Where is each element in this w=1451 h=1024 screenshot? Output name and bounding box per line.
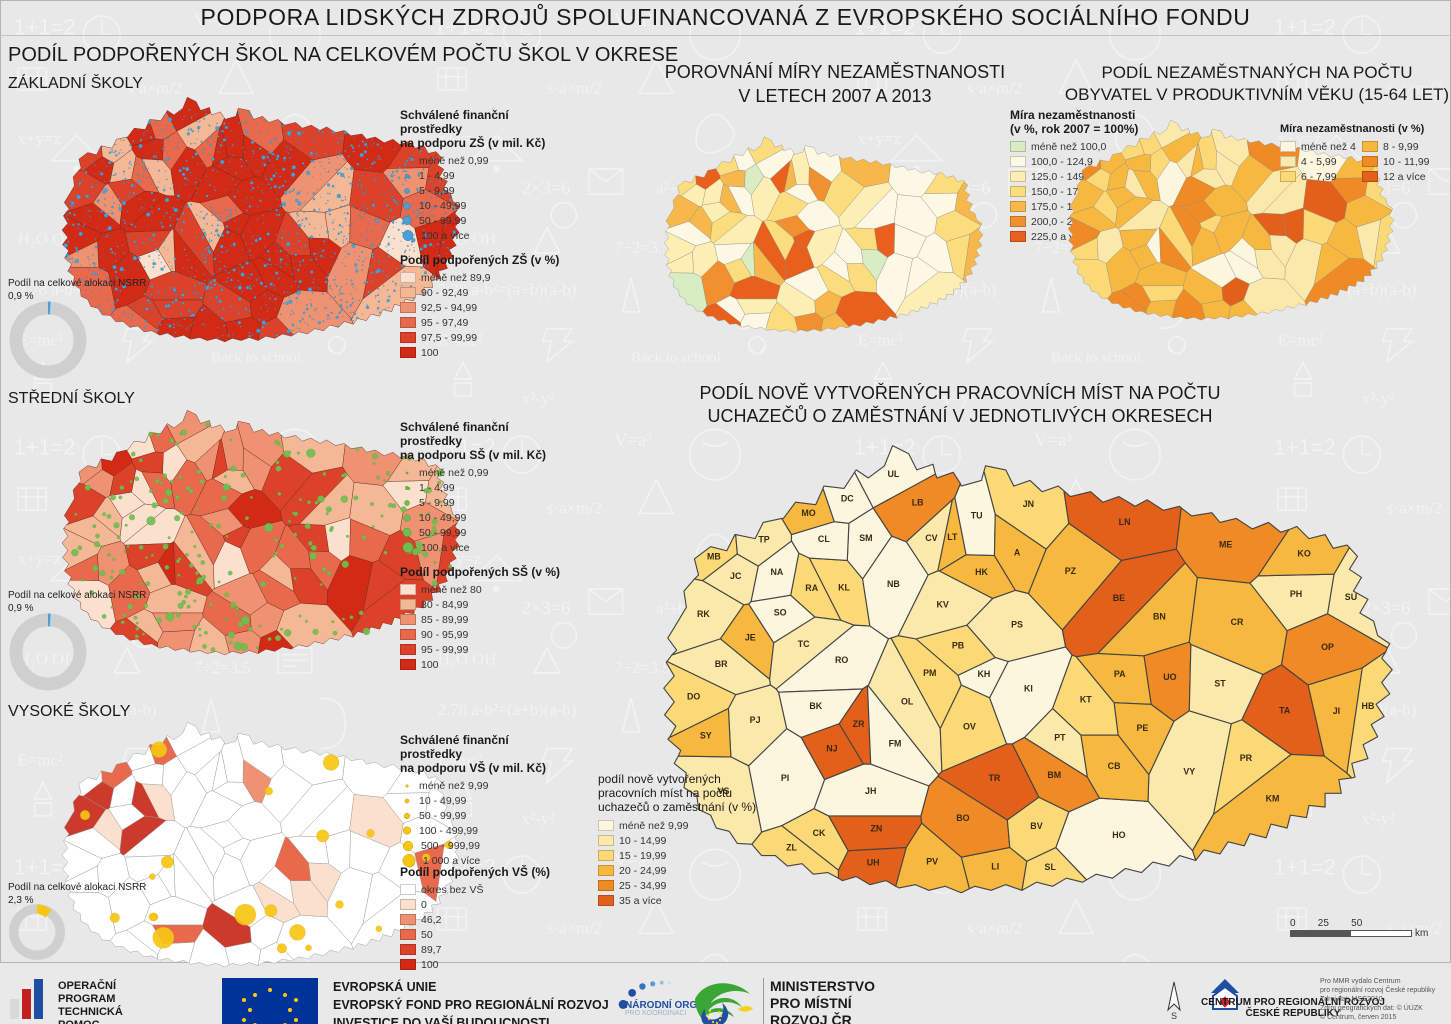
svg-text:PR: PR <box>1240 753 1253 763</box>
svg-text:SO: SO <box>774 607 787 617</box>
svg-text:OL: OL <box>901 696 914 706</box>
svg-text:KL: KL <box>838 582 850 592</box>
svg-text:UL: UL <box>887 469 899 479</box>
svg-text:LN: LN <box>1119 517 1131 527</box>
svg-text:JE: JE <box>745 632 756 642</box>
svg-text:DO: DO <box>687 692 700 702</box>
svg-text:PA: PA <box>1114 669 1126 679</box>
svg-text:PV: PV <box>926 856 938 866</box>
svg-text:TC: TC <box>798 639 810 649</box>
svg-text:ME: ME <box>1219 540 1232 550</box>
svg-text:NA: NA <box>771 567 784 577</box>
svg-text:KM: KM <box>1266 793 1280 803</box>
svg-text:BE: BE <box>1113 593 1125 603</box>
svg-text:CR: CR <box>1231 617 1244 627</box>
svg-text:OV: OV <box>963 721 976 731</box>
svg-text:JH: JH <box>865 786 876 796</box>
svg-text:CB: CB <box>1108 761 1121 771</box>
svg-text:SL: SL <box>1045 862 1057 872</box>
svg-text:PT: PT <box>1054 733 1066 743</box>
svg-text:RO: RO <box>835 655 848 665</box>
svg-text:TP: TP <box>758 535 769 545</box>
svg-text:KT: KT <box>1080 695 1092 705</box>
svg-text:JN: JN <box>1023 499 1034 509</box>
svg-text:S: S <box>1171 1011 1177 1020</box>
svg-text:HK: HK <box>975 567 988 577</box>
svg-text:KH: KH <box>978 669 991 679</box>
svg-text:KO: KO <box>1297 548 1310 558</box>
svg-text:CV: CV <box>925 533 937 543</box>
svg-text:JI: JI <box>1333 706 1340 716</box>
svg-text:DC: DC <box>841 493 854 503</box>
svg-text:ST: ST <box>1214 679 1226 689</box>
svg-text:BN: BN <box>1153 611 1166 621</box>
svg-text:SU: SU <box>1345 592 1357 602</box>
svg-text:TU: TU <box>971 510 983 520</box>
svg-text:HO: HO <box>1112 830 1125 840</box>
svg-text:PZ: PZ <box>1065 566 1077 576</box>
svg-text:ZN: ZN <box>870 823 882 833</box>
svg-text:NJ: NJ <box>826 743 837 753</box>
svg-text:VY: VY <box>1183 767 1195 777</box>
svg-text:ZR: ZR <box>853 719 865 729</box>
svg-text:BO: BO <box>956 813 969 823</box>
svg-text:RA: RA <box>805 583 818 593</box>
svg-text:RK: RK <box>697 609 710 619</box>
svg-text:SM: SM <box>859 533 872 543</box>
svg-text:JC: JC <box>730 571 742 581</box>
svg-text:PH: PH <box>1290 589 1302 599</box>
svg-text:MB: MB <box>707 552 721 562</box>
svg-text:SY: SY <box>700 730 712 740</box>
svg-text:TA: TA <box>1279 705 1291 715</box>
svg-text:OP: OP <box>1321 642 1334 652</box>
svg-text:LI: LI <box>991 861 999 871</box>
svg-text:CL: CL <box>818 534 830 544</box>
svg-text:KI: KI <box>1024 683 1033 693</box>
svg-text:PM: PM <box>923 668 936 678</box>
svg-text:PS: PS <box>1011 620 1023 630</box>
svg-text:PE: PE <box>1136 723 1148 733</box>
svg-text:TR: TR <box>989 773 1001 783</box>
svg-text:LT: LT <box>947 532 958 542</box>
svg-text:PJ: PJ <box>750 715 761 725</box>
svg-text:UO: UO <box>1163 672 1176 682</box>
svg-text:LB: LB <box>912 497 924 507</box>
svg-text:BK: BK <box>809 701 822 711</box>
svg-text:MO: MO <box>801 508 815 518</box>
svg-text:BV: BV <box>1030 821 1042 831</box>
svg-text:NB: NB <box>887 579 900 589</box>
svg-text:UH: UH <box>867 857 880 867</box>
svg-text:KV: KV <box>937 599 949 609</box>
svg-text:BR: BR <box>715 659 728 669</box>
svg-text:BM: BM <box>1047 770 1061 780</box>
svg-text:FM: FM <box>889 738 902 748</box>
svg-text:HB: HB <box>1362 701 1375 711</box>
svg-text:PB: PB <box>952 641 964 651</box>
svg-text:A: A <box>1014 548 1021 558</box>
